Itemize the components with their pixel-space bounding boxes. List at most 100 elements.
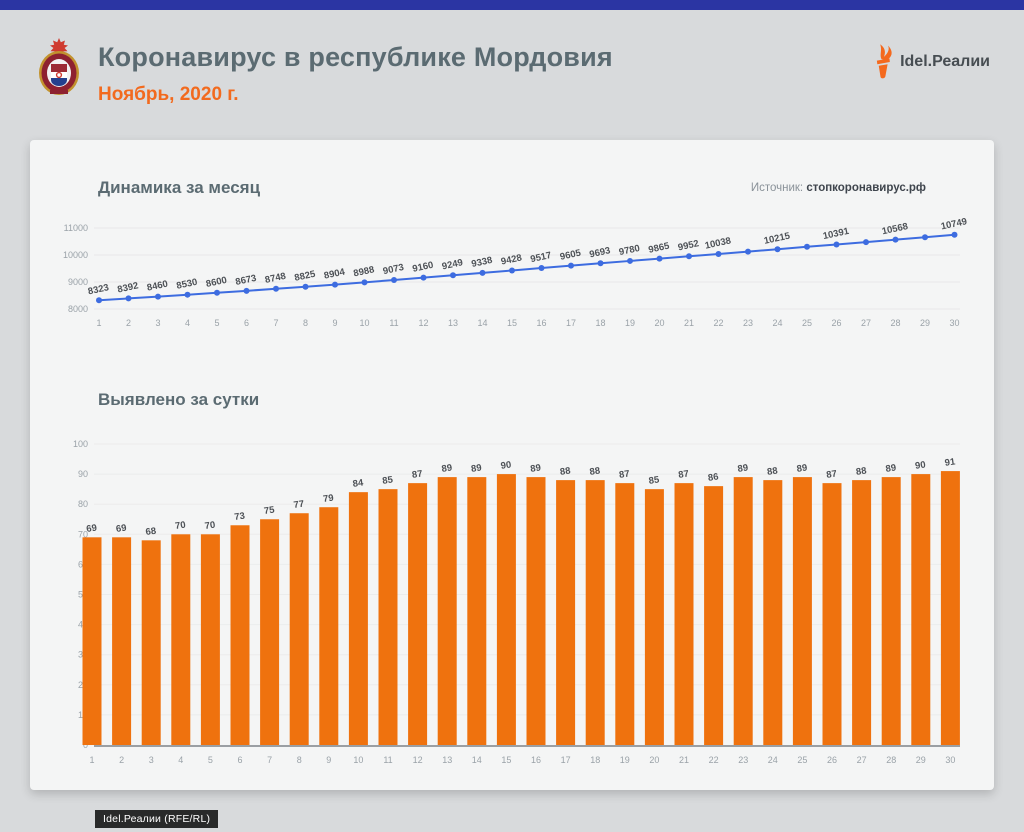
svg-text:3: 3 xyxy=(149,755,154,765)
svg-text:73: 73 xyxy=(234,511,246,523)
attribution-badge: Idel.Реалии (RFE/RL) xyxy=(95,810,219,828)
svg-text:9: 9 xyxy=(326,755,331,765)
torch-icon xyxy=(876,44,892,79)
svg-text:89: 89 xyxy=(470,462,482,474)
svg-text:10000: 10000 xyxy=(63,250,88,260)
source-value: стопкоронавирус.рф xyxy=(806,182,926,194)
svg-text:8825: 8825 xyxy=(293,269,317,284)
svg-text:9000: 9000 xyxy=(68,277,88,287)
charts-card: Динамика за месяц Источник: стопкоронави… xyxy=(30,140,994,790)
svg-text:9693: 9693 xyxy=(588,245,611,260)
svg-text:27: 27 xyxy=(857,755,867,765)
svg-text:8673: 8673 xyxy=(234,273,257,288)
svg-text:87: 87 xyxy=(411,468,423,480)
svg-text:9780: 9780 xyxy=(618,243,641,258)
svg-text:89: 89 xyxy=(885,462,897,474)
svg-text:15: 15 xyxy=(501,755,511,765)
brand-name: Idel.Реалии xyxy=(900,53,990,70)
svg-text:11: 11 xyxy=(389,318,398,328)
svg-text:29: 29 xyxy=(920,318,930,328)
svg-text:9952: 9952 xyxy=(677,238,700,253)
svg-text:8988: 8988 xyxy=(352,264,375,279)
svg-text:8000: 8000 xyxy=(68,304,88,314)
svg-text:9: 9 xyxy=(332,318,337,328)
svg-text:7: 7 xyxy=(273,318,278,328)
svg-text:88: 88 xyxy=(766,465,778,477)
svg-text:4: 4 xyxy=(185,318,190,328)
svg-text:90: 90 xyxy=(914,459,926,471)
svg-text:68: 68 xyxy=(145,526,157,538)
svg-text:86: 86 xyxy=(707,471,719,483)
svg-text:84: 84 xyxy=(352,477,365,489)
svg-text:25: 25 xyxy=(802,318,812,328)
svg-text:12: 12 xyxy=(418,318,428,328)
svg-text:8904: 8904 xyxy=(323,266,347,281)
svg-text:17: 17 xyxy=(561,755,571,765)
svg-text:88: 88 xyxy=(855,465,867,477)
svg-text:6: 6 xyxy=(244,318,249,328)
svg-text:3: 3 xyxy=(155,318,160,328)
svg-text:28: 28 xyxy=(890,318,900,328)
source-note: Источник: стопкоронавирус.рф xyxy=(751,182,926,194)
svg-text:19: 19 xyxy=(620,755,630,765)
svg-text:25: 25 xyxy=(797,755,807,765)
svg-text:9338: 9338 xyxy=(470,255,493,270)
svg-text:10749: 10749 xyxy=(940,216,968,232)
svg-text:5: 5 xyxy=(214,318,219,328)
svg-text:11: 11 xyxy=(383,755,392,765)
svg-text:89: 89 xyxy=(441,462,453,474)
svg-text:9249: 9249 xyxy=(441,257,464,272)
svg-text:13: 13 xyxy=(442,755,452,765)
svg-text:16: 16 xyxy=(536,318,546,328)
svg-text:70: 70 xyxy=(78,529,88,539)
svg-text:15: 15 xyxy=(507,318,517,328)
svg-text:23: 23 xyxy=(743,318,753,328)
svg-text:10391: 10391 xyxy=(822,226,851,242)
svg-text:1: 1 xyxy=(96,318,101,328)
source-label: Источник: xyxy=(750,182,804,194)
svg-text:70: 70 xyxy=(174,520,186,532)
svg-text:85: 85 xyxy=(382,474,395,486)
svg-text:26: 26 xyxy=(827,755,837,765)
emblem-graphic xyxy=(39,38,79,95)
svg-text:88: 88 xyxy=(559,465,571,477)
svg-text:9160: 9160 xyxy=(411,260,434,275)
bar-chart-title: Выявлено за сутки xyxy=(98,390,260,409)
svg-text:79: 79 xyxy=(322,493,334,505)
svg-text:8530: 8530 xyxy=(175,277,198,292)
top-accent-bar xyxy=(0,0,1024,10)
svg-text:9073: 9073 xyxy=(382,262,405,277)
svg-text:91: 91 xyxy=(944,456,957,468)
svg-text:24: 24 xyxy=(768,755,778,765)
svg-text:9605: 9605 xyxy=(559,247,583,262)
svg-text:6: 6 xyxy=(237,755,242,765)
page-title: Коронавирус в республике Мордовия xyxy=(98,42,613,72)
svg-text:90: 90 xyxy=(500,459,512,471)
svg-text:16: 16 xyxy=(531,755,541,765)
svg-text:10215: 10215 xyxy=(763,230,792,246)
svg-text:10: 10 xyxy=(353,755,363,765)
svg-text:10568: 10568 xyxy=(881,221,909,237)
svg-text:22: 22 xyxy=(709,755,719,765)
svg-text:18: 18 xyxy=(595,318,605,328)
svg-text:5: 5 xyxy=(208,755,213,765)
svg-text:18: 18 xyxy=(590,755,600,765)
svg-text:85: 85 xyxy=(648,474,661,486)
svg-text:21: 21 xyxy=(684,318,694,328)
attribution-text: Idel.Реалии (RFE/RL) xyxy=(103,813,211,825)
svg-text:89: 89 xyxy=(530,462,542,474)
svg-text:4: 4 xyxy=(178,755,183,765)
svg-text:13: 13 xyxy=(448,318,458,328)
svg-text:14: 14 xyxy=(477,318,487,328)
svg-text:20: 20 xyxy=(654,318,664,328)
svg-text:87: 87 xyxy=(826,468,838,480)
svg-text:11000: 11000 xyxy=(64,223,88,233)
svg-text:2: 2 xyxy=(126,318,131,328)
svg-text:1: 1 xyxy=(89,755,94,765)
svg-text:69: 69 xyxy=(86,523,98,535)
svg-text:24: 24 xyxy=(772,318,782,328)
svg-text:19: 19 xyxy=(625,318,635,328)
svg-text:8: 8 xyxy=(297,755,302,765)
svg-text:21: 21 xyxy=(679,755,689,765)
svg-text:8748: 8748 xyxy=(264,271,287,286)
